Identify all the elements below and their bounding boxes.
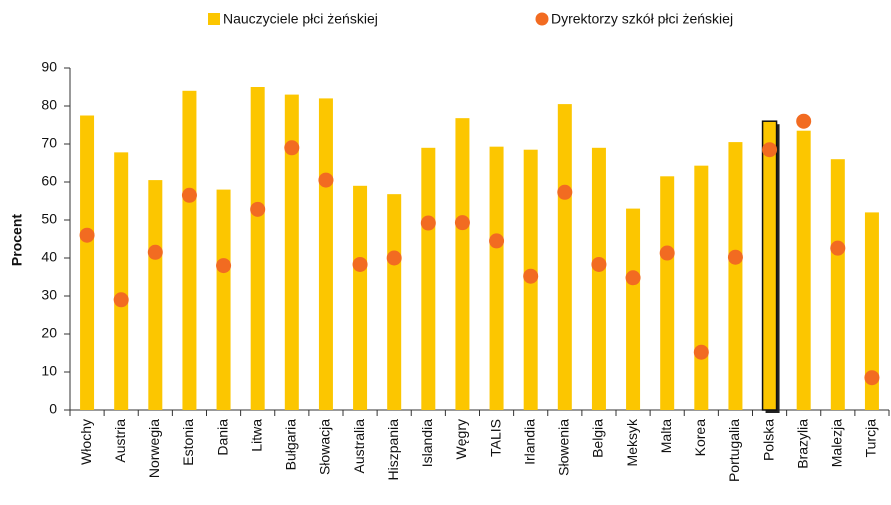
- dot: [693, 344, 709, 360]
- bar: [387, 194, 402, 410]
- bar: [114, 152, 129, 411]
- legend-swatch: [535, 12, 549, 26]
- x-tick-label: Turcja: [863, 419, 879, 458]
- x-tick-label: Brazylia: [794, 419, 810, 469]
- bar: [216, 189, 231, 410]
- y-tick-label: 80: [41, 97, 57, 113]
- x-tick-label: Węgry: [453, 419, 469, 459]
- dot: [523, 268, 539, 284]
- bar: [284, 94, 299, 410]
- x-tick-label: Bułgaria: [283, 419, 299, 471]
- bar: [455, 118, 470, 410]
- dot: [864, 370, 880, 386]
- x-tick-label: Dania: [214, 419, 230, 456]
- bar: [353, 185, 368, 410]
- y-tick-label: 30: [41, 287, 57, 303]
- x-tick-label: Polska: [760, 419, 776, 461]
- dot: [727, 249, 743, 265]
- bar: [626, 208, 641, 410]
- y-tick-label: 40: [41, 249, 57, 265]
- x-tick-label: Irlandia: [521, 419, 537, 465]
- dot: [250, 201, 266, 217]
- x-tick-label: Estonia: [180, 419, 196, 466]
- bar: [250, 87, 265, 410]
- dot: [591, 256, 607, 272]
- y-tick-label: 20: [41, 325, 57, 341]
- dot: [625, 270, 641, 286]
- dot: [318, 172, 334, 188]
- dot: [454, 215, 470, 231]
- legend-label: Dyrektorzy szkół płci żeńskiej: [551, 11, 733, 27]
- bar: [796, 130, 811, 410]
- x-tick-label: Słowenia: [556, 419, 572, 476]
- dot: [147, 244, 163, 260]
- bar: [421, 147, 436, 411]
- y-tick-label: 90: [41, 59, 57, 75]
- y-tick-label: 70: [41, 135, 57, 151]
- x-tick-label: Słowacja: [317, 419, 333, 475]
- bar: [148, 180, 163, 410]
- x-tick-label: TALIS: [487, 419, 503, 457]
- bar: [489, 146, 504, 410]
- dot: [79, 227, 95, 243]
- x-tick-label: Norwegia: [146, 419, 162, 478]
- dot: [284, 140, 300, 156]
- x-tick-label: Austria: [112, 419, 128, 463]
- bar: [830, 159, 845, 410]
- y-tick-label: 10: [41, 363, 57, 379]
- dot: [352, 256, 368, 272]
- y-axis-label: Procent: [9, 214, 25, 266]
- dot: [659, 245, 675, 261]
- dot: [386, 250, 402, 266]
- x-tick-label: Australia: [351, 419, 367, 474]
- legend-swatch: [208, 13, 220, 25]
- y-tick-label: 60: [41, 173, 57, 189]
- dot: [557, 184, 573, 200]
- dot: [216, 258, 232, 274]
- bar: [557, 104, 572, 410]
- x-tick-label: Włochy: [78, 419, 94, 465]
- x-tick-label: Malta: [658, 419, 674, 453]
- y-tick-label: 0: [49, 401, 57, 417]
- dot: [420, 215, 436, 231]
- x-tick-label: Islandia: [419, 419, 435, 467]
- bar: [864, 212, 879, 410]
- bar: [660, 176, 675, 410]
- dot: [830, 240, 846, 256]
- bar: [318, 98, 333, 411]
- bar: [694, 165, 709, 410]
- x-tick-label: Belgia: [590, 419, 606, 458]
- bar: [80, 115, 95, 410]
- x-tick-label: Malezja: [829, 419, 845, 467]
- dot: [113, 292, 129, 308]
- y-tick-label: 50: [41, 211, 57, 227]
- x-tick-label: Hiszpania: [385, 419, 401, 481]
- dot: [181, 187, 197, 203]
- dot: [762, 142, 778, 158]
- legend-label: Nauczyciele płci żeńskiej: [223, 11, 378, 27]
- dot: [796, 113, 812, 129]
- x-tick-label: Litwa: [248, 419, 264, 452]
- x-tick-label: Korea: [692, 419, 708, 457]
- x-tick-label: Portugalia: [726, 419, 742, 482]
- bar: [591, 147, 606, 411]
- bar: [182, 90, 197, 411]
- bar: [728, 142, 743, 410]
- bar: [761, 120, 778, 411]
- x-tick-label: Meksyk: [624, 418, 640, 466]
- dot: [489, 233, 505, 249]
